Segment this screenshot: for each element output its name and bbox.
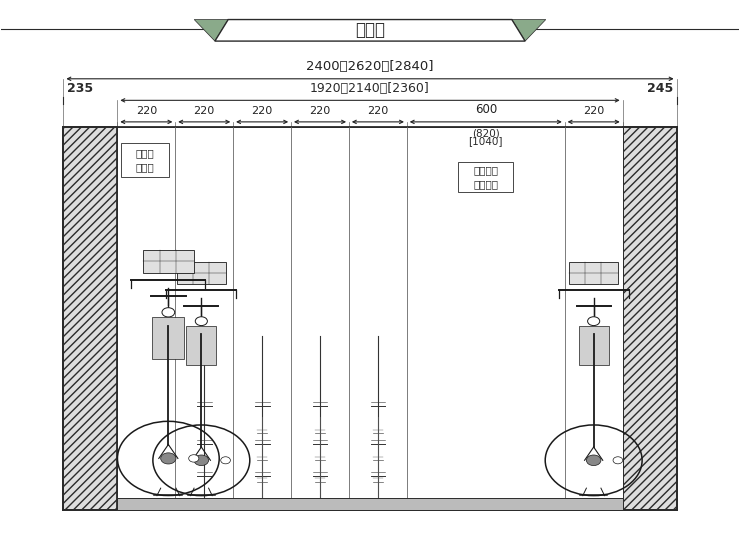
Bar [570, 261, 618, 284]
Bar [579, 326, 609, 366]
Bar [152, 317, 184, 359]
Text: 220: 220 [135, 106, 157, 117]
Bar [121, 144, 169, 177]
Bar [118, 498, 622, 510]
Bar [118, 127, 622, 510]
Circle shape [194, 455, 209, 465]
Circle shape [162, 308, 175, 317]
Circle shape [586, 455, 601, 465]
Polygon shape [194, 19, 228, 41]
Text: 1920（2140）[2360]: 1920（2140）[2360] [310, 82, 430, 95]
Text: 220: 220 [367, 106, 389, 117]
Text: [1040]: [1040] [468, 136, 503, 146]
Text: 2400（2620）[2840]: 2400（2620）[2840] [306, 60, 434, 73]
Bar [177, 261, 226, 284]
Circle shape [588, 317, 599, 326]
Text: 245: 245 [647, 82, 673, 95]
Text: 600: 600 [474, 104, 497, 117]
Circle shape [195, 317, 207, 326]
Bar [143, 249, 194, 273]
Text: 220: 220 [252, 106, 273, 117]
Text: 220: 220 [583, 106, 605, 117]
Circle shape [189, 455, 199, 462]
Bar [64, 127, 118, 510]
Text: ラック
ピッチ: ラック ピッチ [135, 148, 155, 172]
Circle shape [161, 453, 176, 464]
Bar [186, 326, 217, 366]
Text: (820): (820) [472, 129, 500, 138]
Text: スライド
スペース: スライド スペース [474, 165, 498, 189]
Bar [458, 163, 514, 192]
Bar [622, 127, 676, 510]
Polygon shape [215, 19, 525, 41]
Text: 220: 220 [194, 106, 215, 117]
Text: 235: 235 [67, 82, 93, 95]
Circle shape [221, 457, 230, 464]
Text: 220: 220 [309, 106, 331, 117]
Polygon shape [512, 19, 546, 41]
Circle shape [613, 457, 623, 464]
Text: 正面図: 正面図 [355, 21, 385, 39]
